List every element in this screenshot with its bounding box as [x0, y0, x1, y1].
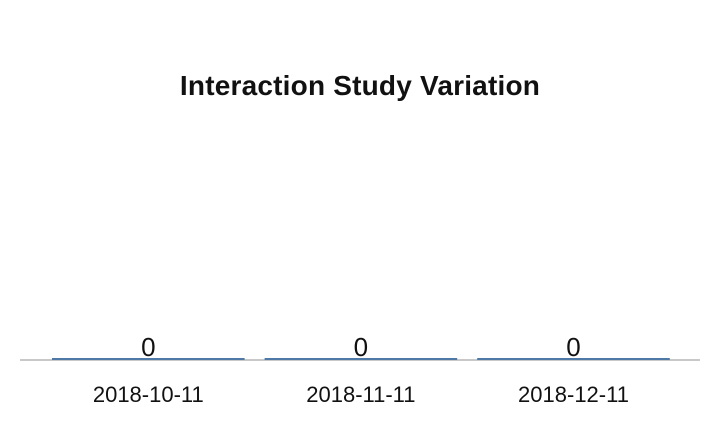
data-label-2018-10-11: 0 — [141, 332, 155, 362]
bar-2018-10-11[interactable] — [52, 358, 245, 360]
bar-2018-11-11[interactable] — [264, 358, 458, 360]
bar-2018-12-11[interactable] — [477, 358, 670, 360]
data-label-2018-12-11: 0 — [566, 332, 580, 362]
data-label-2018-11-11: 0 — [354, 332, 368, 362]
x-tick-label-2018-11-11: 2018-11-11 — [306, 382, 415, 407]
chart-title: Interaction Study Variation — [179, 70, 541, 101]
x-tick-label-2018-10-11: 2018-10-11 — [93, 382, 204, 407]
x-tick-label-2018-12-11: 2018-12-11 — [518, 382, 629, 407]
